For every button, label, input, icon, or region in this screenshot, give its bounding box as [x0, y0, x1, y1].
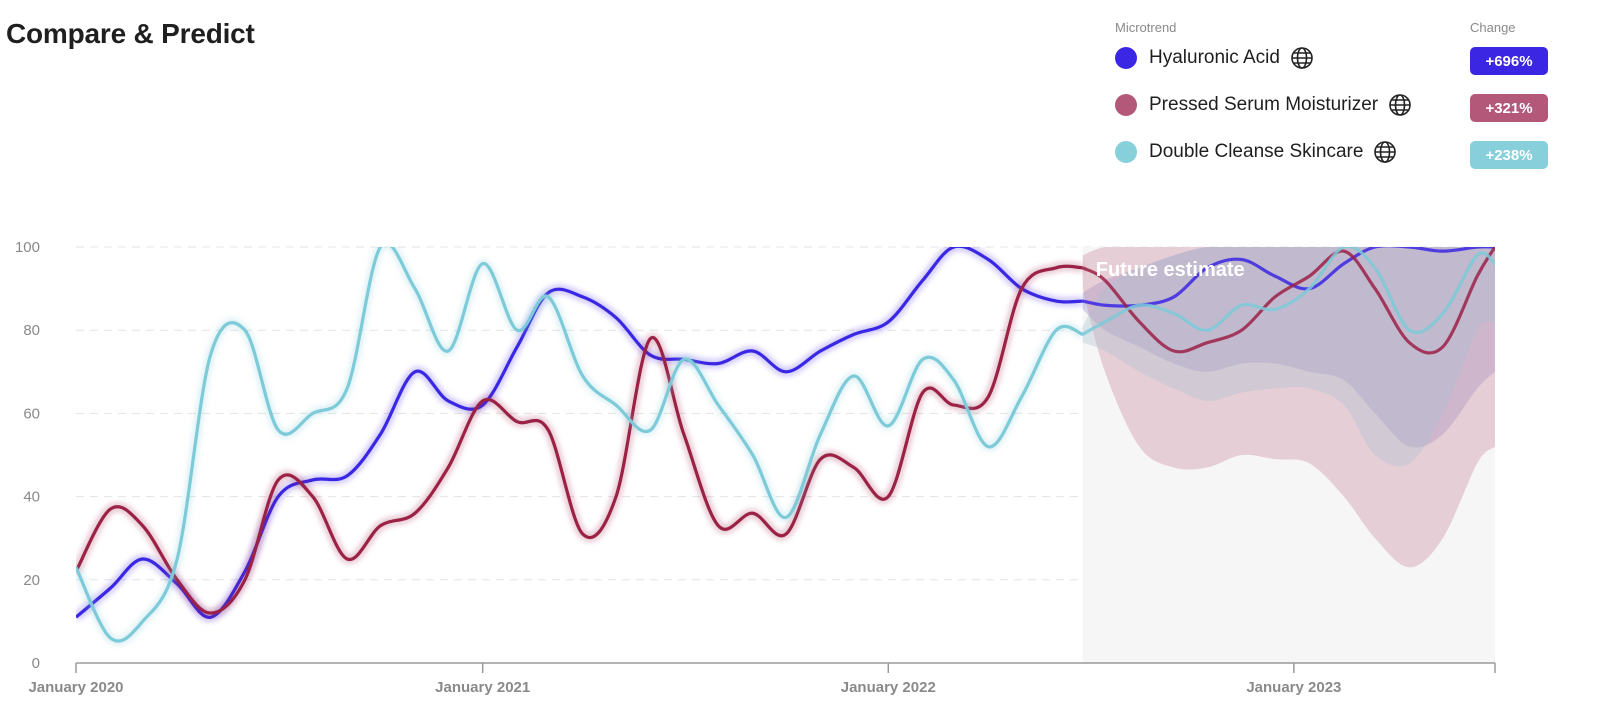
change-badge-double-cleanse-skincare: +238%: [1470, 141, 1548, 169]
legend-item-hyaluronic-acid[interactable]: Hyaluronic Acid: [1115, 44, 1314, 72]
legend-item-pressed-serum-moisturizer[interactable]: Pressed Serum Moisturizer: [1115, 91, 1412, 119]
x-tick-label: January 2023: [1246, 679, 1341, 696]
series-color-dot: [1115, 94, 1137, 116]
x-tick-label: January 2022: [841, 679, 936, 696]
y-tick-label: 0: [32, 655, 40, 672]
future-estimate-label: Future estimate: [1096, 259, 1245, 281]
trend-chart[interactable]: Future estimate 0 20 40 60 80 100 January 202…: [0, 230, 1600, 723]
legend-label: Hyaluronic Acid: [1149, 47, 1280, 68]
y-tick-label: 40: [23, 489, 40, 506]
forecast-band-1: [1082, 247, 1495, 568]
forecast-line-1: [1081, 247, 1495, 355]
globe-icon[interactable]: [1373, 140, 1397, 164]
legend-label: Pressed Serum Moisturizer: [1149, 94, 1379, 115]
page-title: Compare & Predict: [6, 18, 255, 49]
forecast-line-2: [1081, 247, 1495, 336]
series-color-dot: [1115, 141, 1137, 163]
y-axis: 0 20 40 60 80 100: [15, 239, 40, 672]
y-tick-label: 60: [23, 405, 40, 422]
series-line-2: [76, 247, 1084, 643]
globe-icon[interactable]: [1388, 93, 1412, 117]
series-glow: [76, 247, 1083, 622]
forecast-region: [1082, 247, 1495, 663]
series-line-1: [76, 264, 1083, 615]
series-color-dot: [1115, 47, 1137, 69]
y-tick-label: 20: [23, 572, 40, 589]
y-tick-label: 80: [23, 322, 40, 339]
x-tick-label: January 2020: [28, 679, 123, 696]
x-tick-label: January 2021: [435, 679, 530, 696]
change-badge-hyaluronic-acid: +696%: [1470, 47, 1548, 75]
series-glow: [76, 262, 1084, 618]
series-line-0: [76, 247, 1083, 619]
series-lines: [76, 247, 1495, 646]
x-axis: January 2020 January 2021 January 2022 Janu…: [28, 662, 1496, 696]
legend-item-double-cleanse-skincare[interactable]: Double Cleanse Skincare: [1115, 138, 1397, 166]
y-tick-label: 100: [15, 239, 40, 256]
legend-label: Double Cleanse Skincare: [1149, 141, 1364, 162]
legend-microtrend-header: Microtrend: [1115, 20, 1177, 35]
legend-change-header: Change: [1470, 20, 1516, 35]
series-glow: [76, 247, 1085, 646]
globe-icon[interactable]: [1290, 46, 1314, 70]
change-badge-pressed-serum-moisturizer: +321%: [1470, 94, 1548, 122]
